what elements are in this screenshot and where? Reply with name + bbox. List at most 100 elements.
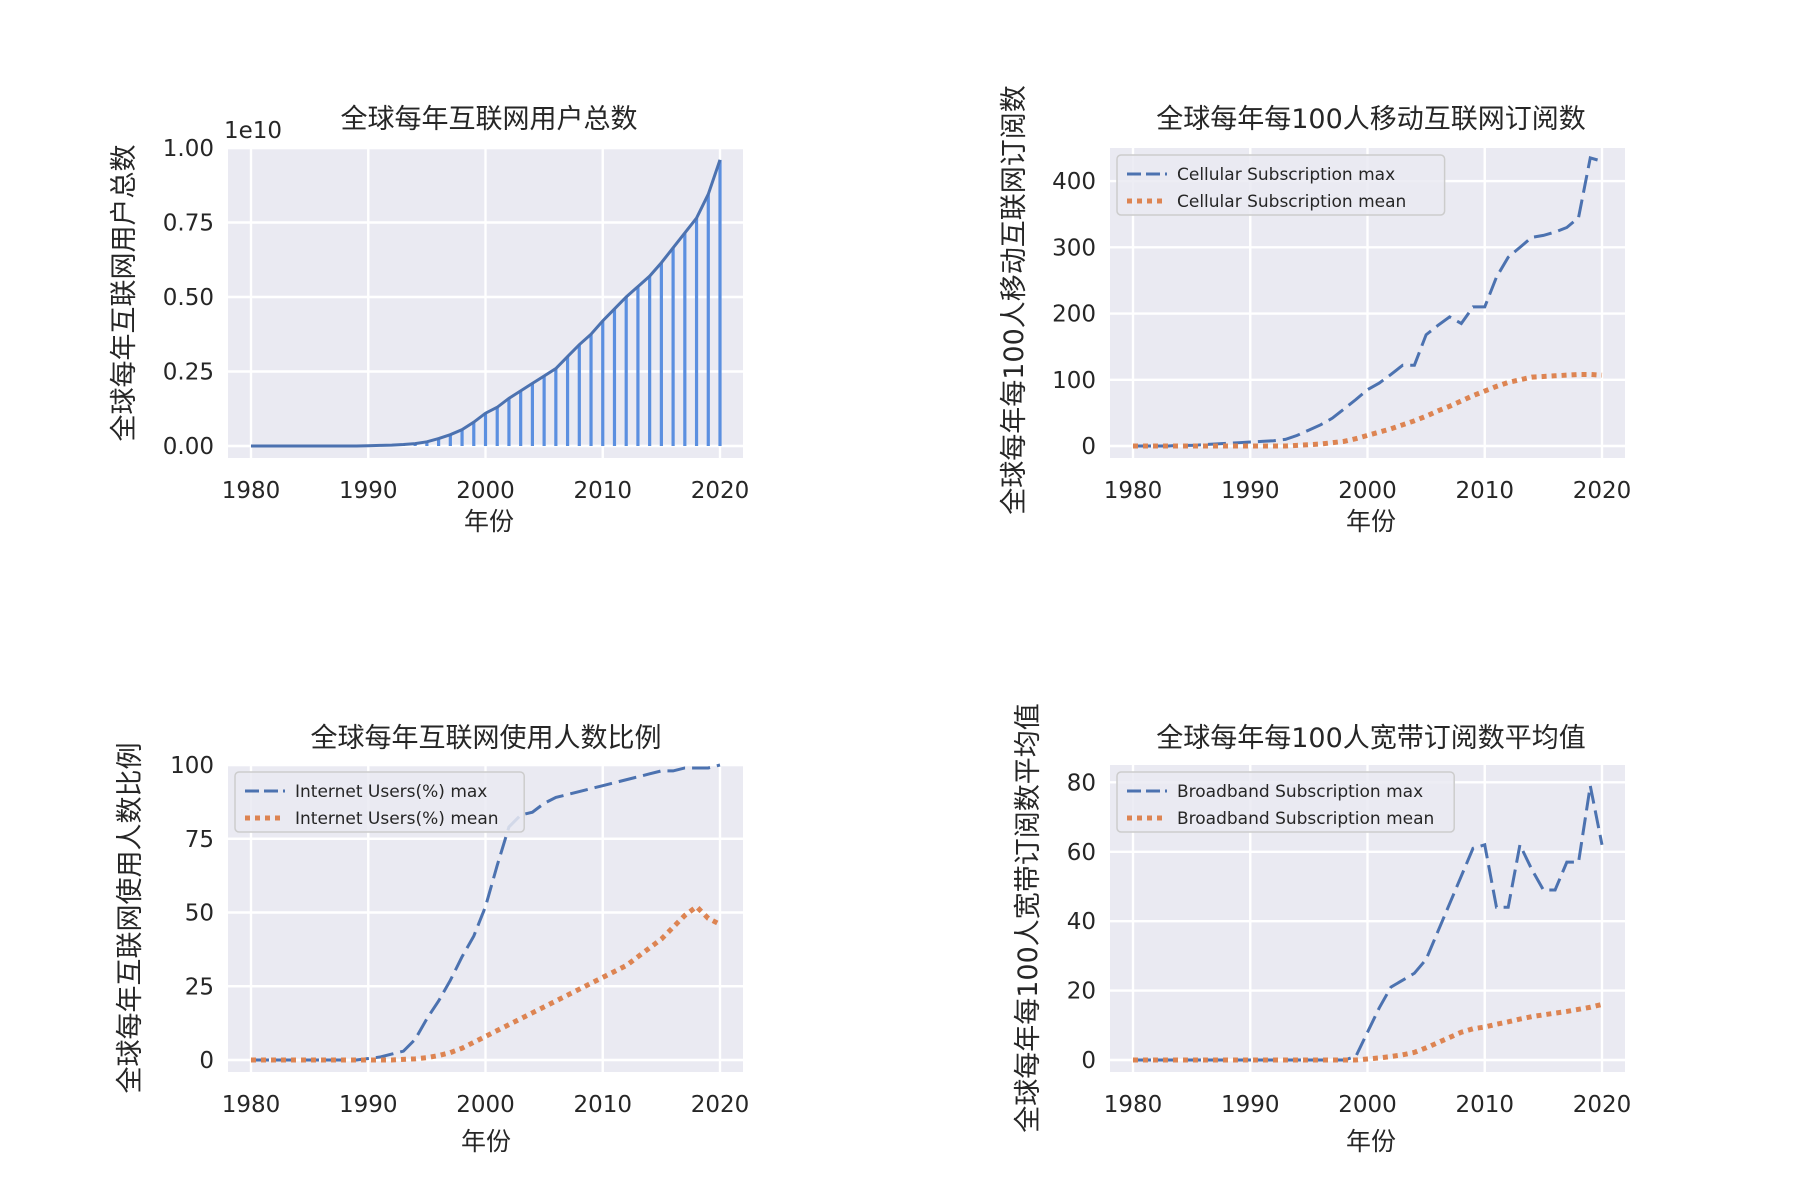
bar [437, 438, 441, 446]
x-tick-label: 2000 [456, 1092, 515, 1118]
bar [601, 320, 605, 446]
x-tick-label: 1990 [1221, 1092, 1280, 1118]
y-tick-label: 0 [1081, 1048, 1096, 1074]
subplot-internet-users-total: 全球每年互联网用户总数 1e10 全球每年互联网用户总数 年份 1980 1990… [109, 104, 749, 536]
legend-label: Internet Users(%) max [295, 782, 487, 802]
y-tick-label: 400 [1052, 169, 1096, 195]
bar [530, 383, 534, 446]
y-tick-label: 50 [185, 901, 214, 927]
trend-line [251, 159, 722, 448]
x-axis-label: 年份 [1346, 507, 1396, 536]
y-tick-label: 25 [185, 974, 214, 1000]
bar [483, 413, 488, 446]
y-tick-label: 1.00 [163, 136, 214, 162]
bar [554, 368, 558, 446]
series-line-1 [1133, 1002, 1603, 1063]
x-tick-label: 1980 [222, 478, 281, 504]
bar [448, 434, 452, 446]
bar [519, 390, 523, 446]
bar [589, 334, 593, 446]
legend-box [1116, 154, 1446, 216]
y-tick-label: 20 [1067, 979, 1096, 1005]
bar [683, 232, 687, 446]
series-line-0 [1133, 785, 1604, 1062]
bar [612, 308, 617, 446]
y-tick-label: 100 [1052, 368, 1096, 394]
legend: Broadband Subscription max Broadband Subs… [1116, 771, 1455, 833]
y-tick-label: 75 [185, 827, 214, 853]
y-tick-label: 300 [1052, 235, 1096, 261]
x-tick-label: 2010 [573, 1092, 632, 1118]
x-tick-label: 2020 [1573, 1092, 1632, 1118]
subplot-broadband-subscription: 全球每年每100人宽带订阅数平均值 全球每年每100人宽带订阅数平均值 年份 1… [1013, 703, 1631, 1156]
x-tick-label: 1990 [339, 1092, 398, 1118]
bar [659, 262, 663, 446]
y-tick-label: 100 [170, 753, 214, 779]
x-tick-label: 2010 [573, 478, 632, 504]
x-tick-label: 1990 [1221, 478, 1280, 504]
x-axis-label: 年份 [464, 507, 514, 536]
bar [425, 441, 429, 446]
y-axis-label: 全球每年每100人宽带订阅数平均值 [1013, 703, 1044, 1133]
bar [542, 375, 546, 446]
bar [565, 356, 570, 446]
chart-title: 全球每年每100人移动互联网订阅数 [1156, 104, 1586, 135]
bar [671, 247, 675, 446]
y-tick-label: 0 [199, 1048, 214, 1074]
x-tick-label: 1980 [1104, 1092, 1163, 1118]
y-tick-label: 0.25 [163, 360, 214, 386]
subplot-cellular-subscription: 全球每年每100人移动互联网订阅数 全球每年每100人移动互联网订阅数 年份 1… [999, 85, 1631, 536]
x-tick-label: 2000 [456, 478, 515, 504]
x-tick-label: 2020 [691, 478, 750, 504]
legend: Cellular Subscription max Cellular Subscr… [1116, 154, 1446, 216]
bar [694, 218, 699, 446]
legend-box [1116, 771, 1455, 833]
y-tick-label: 40 [1067, 909, 1096, 935]
y-tick-label: 80 [1067, 770, 1096, 796]
bar [718, 159, 722, 447]
x-axis-label: 年份 [1346, 1127, 1396, 1156]
subplot-internet-users-percent: 全球每年互联网使用人数比例 全球每年互联网使用人数比例 年份 1980 1990 2… [115, 723, 749, 1156]
x-axis-label: 年份 [461, 1127, 511, 1156]
x-tick-label: 2010 [1455, 1092, 1514, 1118]
bar [507, 398, 511, 446]
legend-label: Internet Users(%) mean [295, 809, 499, 829]
y-axis-label: 全球每年每100人移动互联网订阅数 [999, 85, 1030, 515]
bar [636, 286, 640, 446]
bar [706, 194, 710, 446]
series-line-0 [1133, 156, 1603, 448]
x-tick-label: 2000 [1338, 1092, 1397, 1118]
legend-label: Broadband Subscription mean [1177, 809, 1434, 829]
y-tick-label: 0.75 [163, 211, 214, 237]
bar [577, 344, 581, 446]
chart-title: 全球每年互联网用户总数 [341, 104, 638, 135]
y-axis-label: 全球每年互联网使用人数比例 [115, 743, 146, 1094]
y-tick-label: 0.50 [163, 285, 214, 311]
x-tick-label: 1980 [222, 1092, 281, 1118]
bar [624, 297, 628, 446]
x-tick-label: 1990 [339, 478, 398, 504]
legend-box [234, 771, 525, 833]
bar [460, 429, 464, 446]
x-tick-label: 1980 [1104, 478, 1163, 504]
bar [472, 422, 476, 446]
x-tick-label: 2010 [1455, 478, 1514, 504]
bars [366, 159, 722, 447]
legend-label: Broadband Subscription max [1177, 782, 1423, 802]
x-tick-label: 2000 [1338, 478, 1397, 504]
chart-title: 全球每年每100人宽带订阅数平均值 [1156, 723, 1586, 754]
x-tick-label: 2020 [1573, 478, 1632, 504]
bar [495, 407, 499, 446]
y-tick-label: 0.00 [163, 434, 214, 460]
legend: Internet Users(%) max Internet Users(%) m… [234, 771, 525, 833]
y-tick-label: 60 [1067, 840, 1096, 866]
series-line-0 [251, 763, 721, 1062]
y-tick-label: 200 [1052, 302, 1096, 328]
legend-label: Cellular Subscription mean [1177, 192, 1406, 212]
y-offset-text: 1e10 [224, 118, 282, 144]
chart-title: 全球每年互联网使用人数比例 [311, 723, 662, 754]
y-tick-label: 0 [1081, 434, 1096, 460]
series-line-1 [1133, 371, 1603, 449]
bar [648, 276, 652, 446]
